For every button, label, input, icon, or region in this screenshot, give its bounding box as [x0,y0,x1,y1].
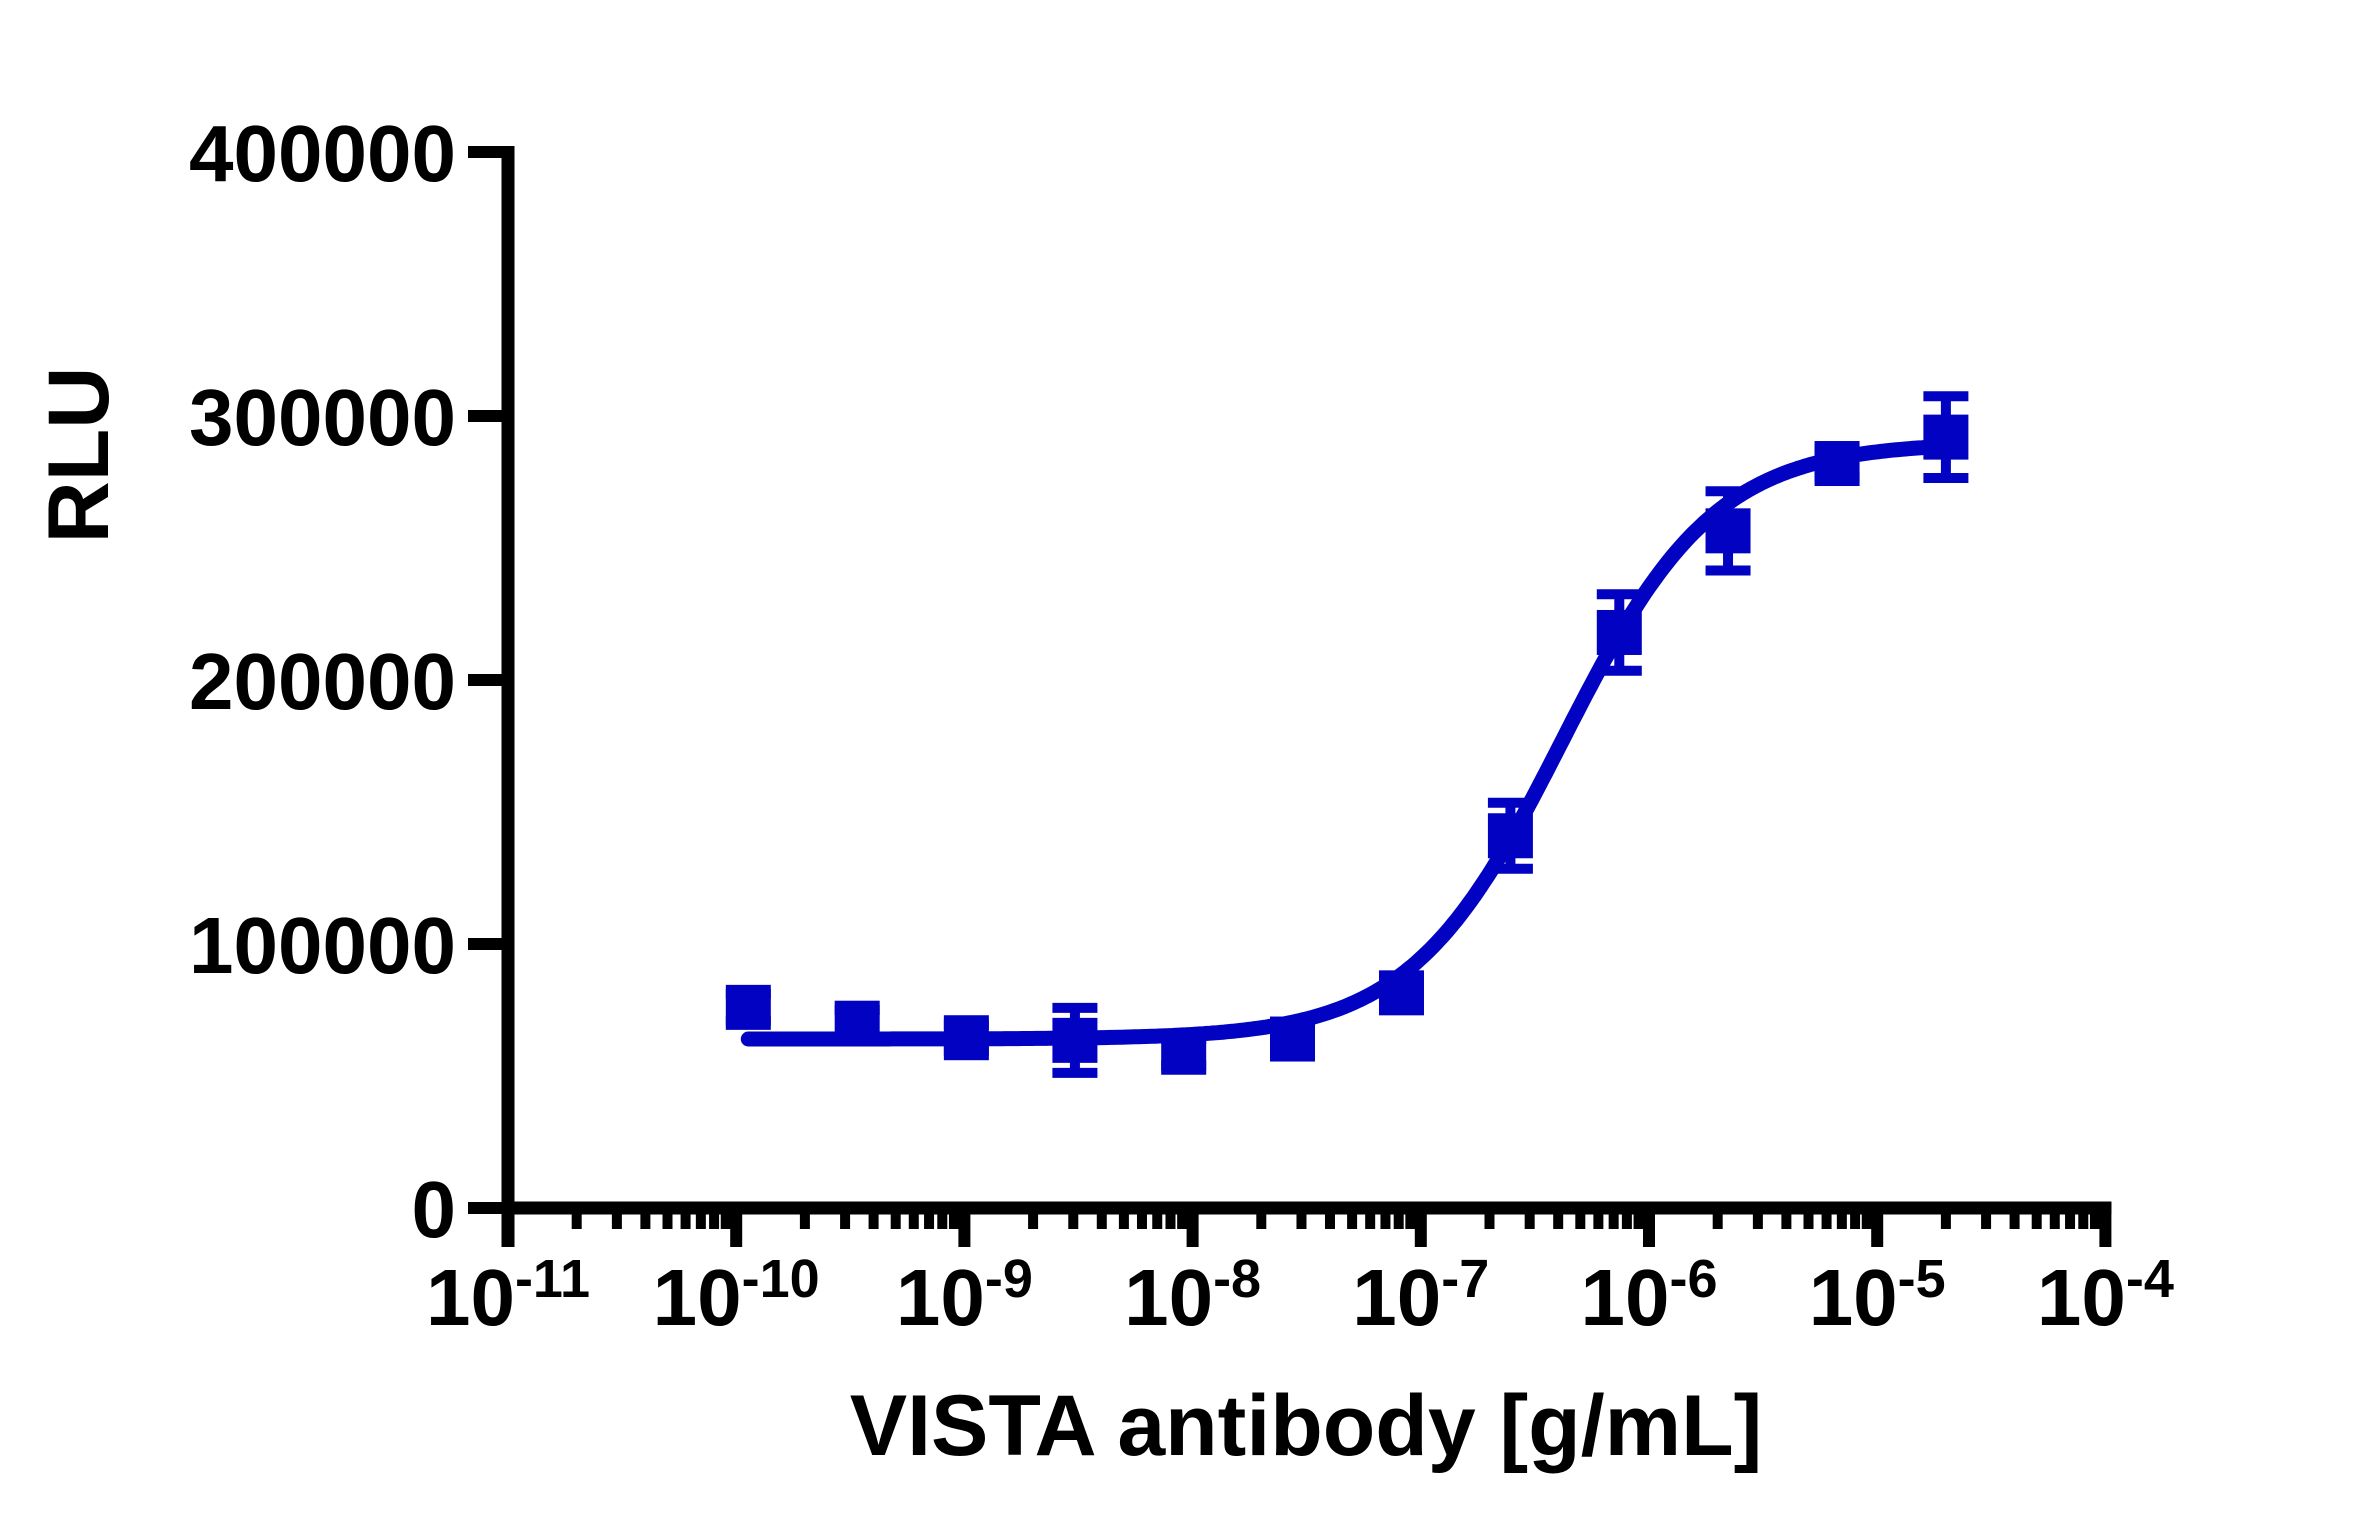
x-tick-label: 10-11 [426,1249,590,1342]
y-tick-label: 300000 [189,373,456,462]
y-tick-label: 100000 [189,901,456,990]
data-point-marker [725,984,771,1030]
data-point-marker [1052,1017,1098,1063]
data-point-marker [1596,609,1642,655]
x-tick-label: 10-8 [1124,1249,1261,1342]
data-point-marker [1705,508,1751,554]
data-point-marker [1161,1029,1207,1075]
data-point-marker [1814,441,1860,487]
y-tick-label: 400000 [189,109,456,198]
error-bars [725,391,1969,1078]
y-tick-label: 200000 [189,637,456,726]
data-point-marker [1269,1016,1315,1062]
x-tick-label: 10-9 [896,1249,1033,1342]
plot-area [725,391,1969,1078]
data-point-marker [1923,414,1969,460]
x-tick-label: 10-5 [1809,1249,1946,1342]
x-tick-label: 10-6 [1581,1249,1718,1342]
fit-curve [740,438,1951,1047]
y-tick-label: 0 [412,1165,457,1254]
x-axis-title: VISTA antibody [g/mL] [850,1378,1763,1474]
data-point-marker [1378,970,1424,1016]
x-tick-label: 10-4 [2037,1249,2174,1342]
data-point-marker [834,1000,880,1046]
x-tick-label: 10-7 [1352,1249,1489,1342]
y-axis-title: RLU [31,367,127,544]
data-points [725,414,1969,1075]
data-point-marker [1487,813,1533,859]
data-point-marker [943,1015,989,1061]
x-tick-label: 10-10 [653,1249,820,1342]
axes: 0 100000 200000 300000 400000 10-11 10-10 10-9 1… [189,109,2174,1342]
